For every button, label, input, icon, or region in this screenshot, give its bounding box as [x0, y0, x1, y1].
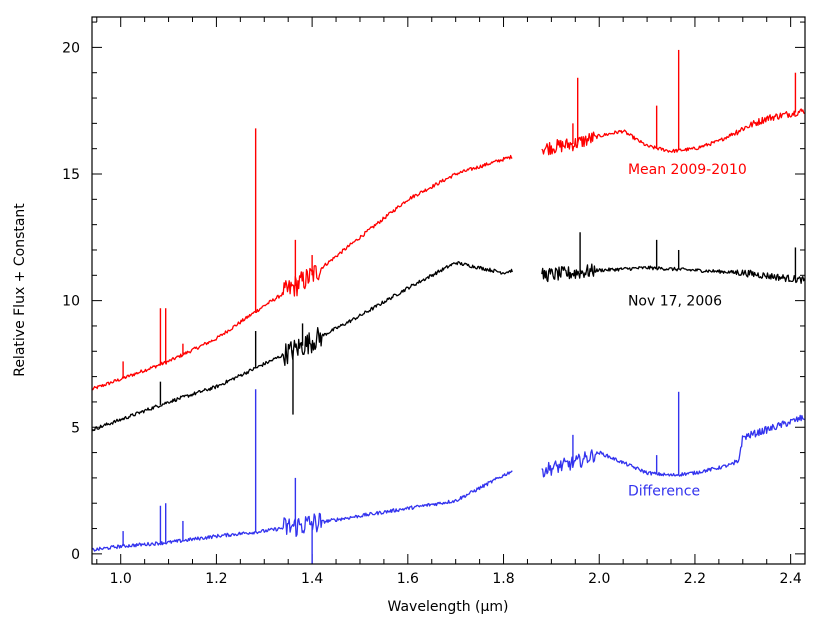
series-line-segment	[91, 470, 513, 552]
series-label: Nov 17, 2006	[628, 294, 722, 310]
series-1: Nov 17, 2006	[91, 232, 806, 432]
x-tick-label: 2.2	[684, 571, 706, 587]
series-0: Mean 2009-2010	[91, 49, 806, 391]
series-line-segment	[91, 261, 513, 432]
series-2: Difference	[91, 389, 805, 564]
y-tick-label: 5	[71, 420, 80, 436]
x-tick-label: 2.4	[780, 571, 802, 587]
axis-x-ticks: 1.0 1.2 1.4 1.6 1.8 2.0 2.2 2.4	[96, 17, 802, 587]
series-label: Difference	[628, 484, 700, 500]
x-axis-label: Wavelength (μm)	[388, 599, 509, 615]
x-tick-label: 1.8	[492, 571, 514, 587]
axis-y-ticks: 0 5 10 15 20	[62, 21, 805, 563]
plot-frame	[91, 16, 806, 565]
x-tick-label: 1.6	[397, 571, 419, 587]
series-label: Mean 2009-2010	[628, 162, 747, 178]
y-tick-label: 0	[71, 547, 80, 563]
y-tick-label: 20	[62, 40, 80, 56]
y-axis-label: Relative Flux + Constant	[12, 203, 28, 377]
series-line-segment	[541, 414, 805, 478]
y-tick-label: 15	[62, 167, 80, 183]
series-line-segment	[541, 108, 806, 156]
x-tick-label: 1.2	[205, 571, 227, 587]
series-layer: Mean 2009-2010 Nov 17, 2006 Difference	[91, 49, 806, 564]
x-tick-label: 1.4	[301, 571, 323, 587]
x-tick-label: 1.0	[110, 571, 132, 587]
x-tick-label: 2.0	[588, 571, 610, 587]
y-tick-label: 10	[62, 294, 80, 310]
series-line-segment	[541, 263, 806, 284]
series-line-segment	[91, 154, 513, 391]
